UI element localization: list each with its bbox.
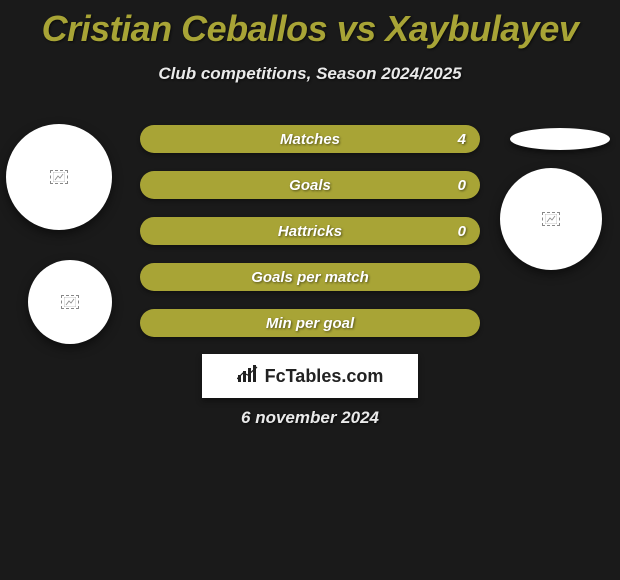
stat-row-goals: Goals 0: [140, 171, 480, 199]
player-avatar-right: [500, 168, 602, 270]
broken-image-icon: [542, 212, 560, 226]
stat-label: Min per goal: [266, 315, 354, 332]
stat-label: Hattricks: [278, 223, 342, 240]
stat-label: Matches: [280, 131, 340, 148]
broken-image-icon: [50, 170, 68, 184]
brand-logo-text: FcTables.com: [265, 366, 384, 387]
stat-row-min-per-goal: Min per goal: [140, 309, 480, 337]
stat-value: 0: [458, 177, 466, 194]
bar-chart-icon: [237, 365, 259, 388]
stat-row-goals-per-match: Goals per match: [140, 263, 480, 291]
footer-date: 6 november 2024: [0, 408, 620, 428]
player-avatar-left-1: [6, 124, 112, 230]
broken-image-icon: [61, 295, 79, 309]
page-title: Cristian Ceballos vs Xaybulayev: [0, 0, 620, 50]
page-subtitle: Club competitions, Season 2024/2025: [0, 64, 620, 84]
player-avatar-left-2: [28, 260, 112, 344]
stat-value: 4: [458, 131, 466, 148]
stat-label: Goals: [289, 177, 331, 194]
stat-row-hattricks: Hattricks 0: [140, 217, 480, 245]
stat-value: 0: [458, 223, 466, 240]
stat-label: Goals per match: [251, 269, 369, 286]
stats-panel: Matches 4 Goals 0 Hattricks 0 Goals per …: [140, 125, 480, 355]
player-ellipse-right: [510, 128, 610, 150]
stat-row-matches: Matches 4: [140, 125, 480, 153]
brand-logo[interactable]: FcTables.com: [202, 354, 418, 398]
